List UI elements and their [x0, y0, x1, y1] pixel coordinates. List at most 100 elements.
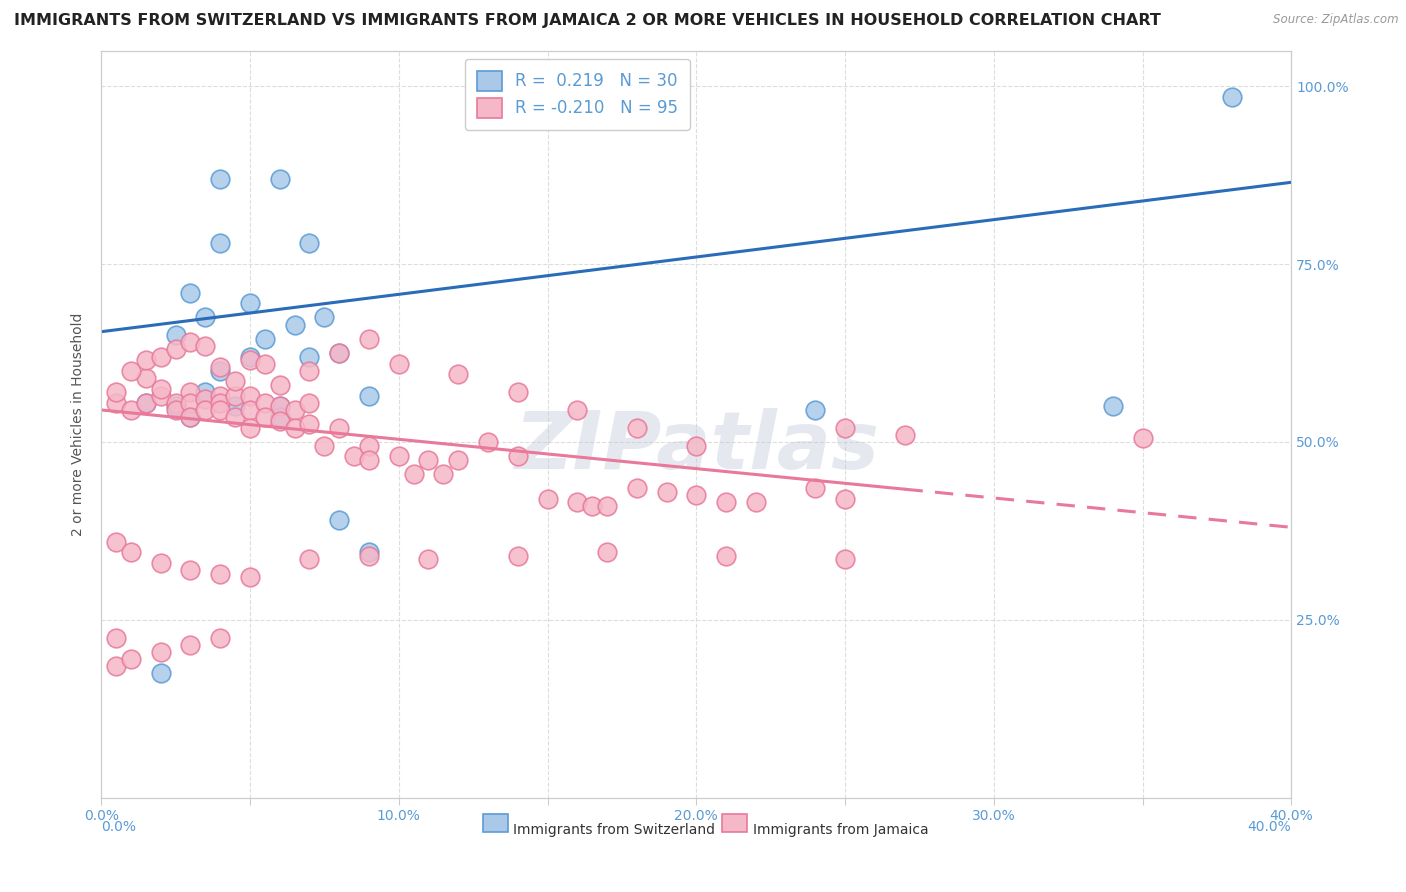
Point [685, 488, 707, 502]
Point [626, 481, 648, 495]
Point [567, 403, 589, 417]
Point [357, 332, 380, 346]
Text: Immigrants from Jamaica: Immigrants from Jamaica [752, 822, 928, 837]
Point [209, 631, 232, 645]
Point [239, 570, 262, 584]
Point [357, 438, 380, 452]
Point [224, 389, 246, 403]
Y-axis label: 2 or more Vehicles in Household: 2 or more Vehicles in Household [72, 312, 86, 536]
Point [745, 495, 768, 509]
Point [298, 396, 321, 410]
Point [402, 467, 425, 481]
Point [269, 414, 291, 428]
Point [536, 491, 558, 506]
Point [253, 357, 276, 371]
Point [149, 382, 172, 396]
Point [135, 396, 157, 410]
Point [194, 339, 217, 353]
Legend: R =  0.219   N = 30, R = -0.210   N = 95: R = 0.219 N = 30, R = -0.210 N = 95 [465, 59, 689, 129]
Point [209, 389, 232, 403]
Point [224, 400, 246, 414]
Point [253, 396, 276, 410]
Point [239, 389, 262, 403]
Point [298, 350, 321, 364]
Point [135, 396, 157, 410]
Point [149, 350, 172, 364]
Point [284, 421, 307, 435]
Point [328, 346, 350, 360]
Text: IMMIGRANTS FROM SWITZERLAND VS IMMIGRANTS FROM JAMAICA 2 OR MORE VEHICLES IN HOU: IMMIGRANTS FROM SWITZERLAND VS IMMIGRANT… [14, 13, 1161, 29]
Point [194, 385, 217, 400]
Point [298, 552, 321, 566]
Point [477, 104, 499, 119]
Point [506, 549, 529, 563]
Point [284, 318, 307, 332]
Point [135, 353, 157, 368]
Point [165, 403, 187, 417]
Point [596, 499, 619, 513]
Point [834, 421, 856, 435]
Point [804, 403, 827, 417]
Point [120, 545, 142, 559]
Point [388, 449, 411, 463]
Point [357, 549, 380, 563]
Point [105, 631, 128, 645]
Point [165, 400, 187, 414]
Point [432, 467, 454, 481]
Point [149, 556, 172, 570]
Point [209, 566, 232, 581]
Point [714, 549, 737, 563]
Point [298, 417, 321, 432]
Point [1101, 400, 1123, 414]
Point [506, 449, 529, 463]
Point [328, 513, 350, 527]
Point [209, 235, 232, 250]
Point [179, 563, 201, 577]
Point [269, 378, 291, 392]
Text: ZIPatlas: ZIPatlas [513, 408, 879, 485]
Point [179, 410, 201, 425]
Point [447, 452, 470, 467]
Point [179, 396, 201, 410]
Text: Source: ZipAtlas.com: Source: ZipAtlas.com [1274, 13, 1399, 27]
Point [269, 410, 291, 425]
Point [655, 484, 678, 499]
Point [120, 652, 142, 666]
Point [120, 364, 142, 378]
Point [194, 403, 217, 417]
Point [269, 171, 291, 186]
Point [105, 385, 128, 400]
Text: Immigrants from Switzerland: Immigrants from Switzerland [513, 822, 716, 837]
Point [209, 360, 232, 375]
Point [149, 645, 172, 659]
Point [269, 400, 291, 414]
Point [447, 368, 470, 382]
Point [685, 438, 707, 452]
Point [314, 438, 336, 452]
Point [179, 638, 201, 652]
Point [105, 534, 128, 549]
Text: 40.0%: 40.0% [1247, 820, 1291, 834]
Point [209, 364, 232, 378]
Point [284, 403, 307, 417]
Point [179, 335, 201, 350]
Point [179, 285, 201, 300]
Point [149, 666, 172, 681]
Point [135, 371, 157, 385]
Point [224, 410, 246, 425]
Point [239, 350, 262, 364]
Point [149, 389, 172, 403]
Point [581, 499, 603, 513]
Point [804, 481, 827, 495]
Point [343, 449, 366, 463]
Point [105, 396, 128, 410]
Point [567, 495, 589, 509]
Point [165, 343, 187, 357]
Point [893, 427, 915, 442]
Point [179, 385, 201, 400]
Point [165, 328, 187, 343]
Point [506, 385, 529, 400]
Point [194, 392, 217, 407]
Point [714, 495, 737, 509]
Point [224, 375, 246, 389]
